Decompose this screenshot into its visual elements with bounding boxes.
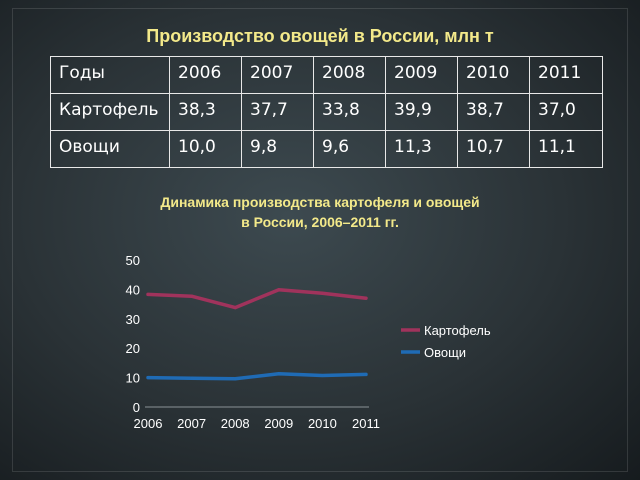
y-tick-label: 40 <box>126 282 140 297</box>
y-tick-label: 50 <box>126 253 140 268</box>
value-cell: 10,7 <box>457 130 530 168</box>
chart-legend: Картофель Овощи <box>401 323 491 360</box>
y-tick-label: 0 <box>133 400 140 415</box>
year-cell: 2011 <box>529 56 603 94</box>
table-row-vegetables: Овощи 10,0 9,8 9,6 11,3 10,7 11,1 <box>50 130 603 168</box>
table-row-potato: Картофель 38,3 37,7 33,8 39,9 38,7 37,0 <box>50 93 603 131</box>
chart-title-line1: Динамика производства картофеля и овощей <box>160 194 480 210</box>
series-line-vegetables <box>146 372 368 381</box>
y-tick-label: 30 <box>126 312 140 327</box>
year-cell: 2009 <box>385 56 458 94</box>
x-tick-label: 2007 <box>177 416 206 431</box>
data-point <box>146 376 150 380</box>
value-cell: 33,8 <box>313 93 386 131</box>
slide-title: Производство овощей в России, млн т <box>146 26 494 46</box>
value-cell: 39,9 <box>385 93 458 131</box>
year-cell: 2007 <box>241 56 314 94</box>
data-point <box>320 291 324 295</box>
y-tick-label: 10 <box>126 371 140 386</box>
chart-title: Динамика производства картофеля и овощей… <box>90 192 550 232</box>
data-point <box>190 376 194 380</box>
x-tick-label: 2008 <box>221 416 250 431</box>
value-cell: 9,6 <box>313 130 386 168</box>
value-cell: 11,3 <box>385 130 458 168</box>
value-cell: 10,0 <box>169 130 242 168</box>
data-point <box>320 374 324 378</box>
value-cell: 38,7 <box>457 93 530 131</box>
x-tick-label: 2010 <box>308 416 337 431</box>
legend-label: Овощи <box>424 345 466 360</box>
table-row-header: Годы 2006 2007 2008 2009 2010 2011 <box>50 56 603 94</box>
chart-series <box>146 287 368 381</box>
data-point <box>277 288 281 292</box>
series-line-potato <box>146 287 368 310</box>
value-cell: 11,1 <box>529 130 603 168</box>
slide-frame <box>12 8 628 472</box>
x-tick-label: 2011 <box>352 416 380 431</box>
table-header-cell: Годы <box>50 56 170 94</box>
y-tick-label: 20 <box>126 341 140 356</box>
value-cell: 37,0 <box>529 93 603 131</box>
legend-label: Картофель <box>424 323 491 338</box>
x-tick-label: 2006 <box>134 416 163 431</box>
x-tick-label: 2009 <box>264 416 293 431</box>
value-cell: 38,3 <box>169 93 242 131</box>
chart-title-line2: в России, 2006–2011 гг. <box>241 214 399 230</box>
data-point <box>277 372 281 376</box>
data-point <box>146 292 150 296</box>
data-point <box>233 377 237 381</box>
year-cell: 2010 <box>457 56 530 94</box>
data-point <box>233 306 237 310</box>
data-table: Годы 2006 2007 2008 2009 2010 2011 Карто… <box>50 56 603 168</box>
data-point <box>364 296 368 300</box>
value-cell: 37,7 <box>241 93 314 131</box>
year-cell: 2006 <box>169 56 242 94</box>
data-point <box>364 372 368 376</box>
value-cell: 9,8 <box>241 130 314 168</box>
data-point <box>190 294 194 298</box>
chart-axes: 0 10 20 30 40 50 2006 2007 2008 2009 2010 2011 <box>126 253 380 431</box>
